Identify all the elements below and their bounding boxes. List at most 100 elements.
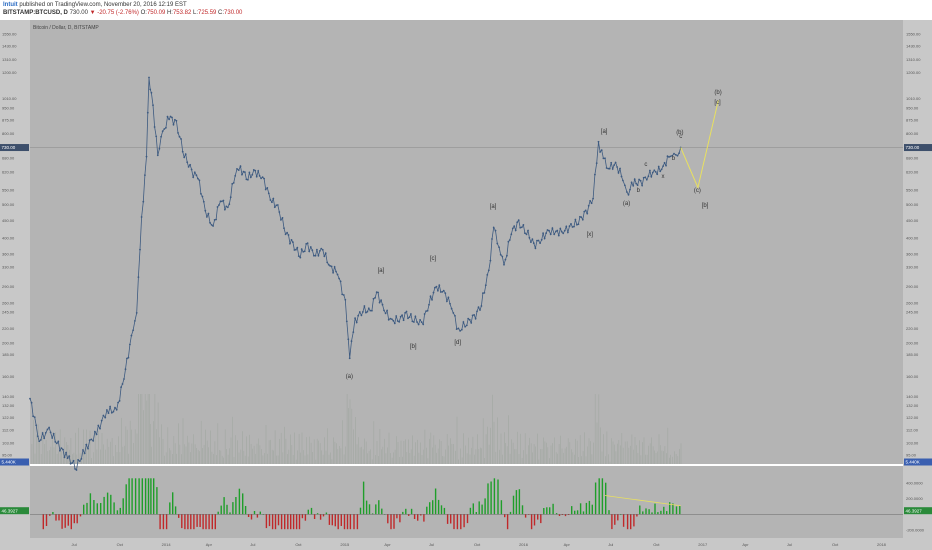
price-point bbox=[352, 331, 355, 333]
price-point bbox=[510, 233, 513, 236]
price-point bbox=[332, 271, 334, 274]
price-point bbox=[43, 437, 46, 440]
histogram-bar bbox=[211, 514, 213, 530]
price-point bbox=[85, 443, 88, 446]
price-point bbox=[483, 292, 486, 294]
price-point bbox=[283, 227, 285, 230]
volume-bar bbox=[588, 438, 590, 464]
price-point bbox=[249, 176, 252, 179]
histogram-bar bbox=[390, 514, 392, 530]
volume-bar bbox=[213, 453, 214, 464]
volume-bar bbox=[205, 429, 206, 464]
volume-bar bbox=[214, 441, 216, 464]
svg-text:5.440K: 5.440K bbox=[2, 460, 16, 465]
price-point bbox=[636, 184, 639, 187]
histogram-bar bbox=[579, 503, 582, 515]
price-point bbox=[446, 300, 448, 303]
volume-bar bbox=[399, 457, 400, 464]
price-point bbox=[149, 88, 152, 91]
histogram-bar bbox=[110, 494, 112, 515]
volume-bar bbox=[298, 433, 300, 464]
volume-bar bbox=[520, 433, 521, 464]
histogram-bar bbox=[429, 502, 431, 515]
price-point bbox=[226, 206, 229, 209]
volume-bar bbox=[119, 452, 121, 464]
price-point bbox=[635, 182, 638, 185]
time-tick-label: Jul bbox=[429, 542, 434, 547]
price-point bbox=[480, 305, 483, 307]
histogram-bar bbox=[478, 501, 480, 515]
volume-bar bbox=[88, 449, 89, 464]
volume-bar bbox=[203, 444, 205, 464]
histogram-bar bbox=[515, 490, 518, 515]
open-label: O: bbox=[140, 10, 147, 16]
price-point bbox=[622, 179, 624, 182]
volume-bar bbox=[508, 415, 509, 464]
price-point bbox=[366, 310, 369, 313]
volume-bar bbox=[669, 457, 670, 464]
price-point bbox=[610, 161, 613, 164]
histogram-bar bbox=[460, 514, 462, 530]
close-value-ohlc: 730.00 bbox=[224, 10, 243, 16]
volume-bar bbox=[230, 437, 232, 464]
volume-bar bbox=[388, 432, 390, 464]
volume-bar bbox=[182, 418, 184, 464]
price-point bbox=[92, 440, 95, 442]
histogram-bar bbox=[574, 510, 576, 515]
price-point bbox=[355, 321, 358, 324]
price-point bbox=[284, 233, 287, 236]
price-tick-label-right: 620.00 bbox=[906, 170, 919, 175]
price-point bbox=[242, 170, 245, 173]
left-price-axis bbox=[0, 20, 30, 538]
price-point bbox=[537, 239, 540, 242]
price-point bbox=[656, 173, 659, 176]
volume-bar bbox=[40, 454, 42, 464]
volume-bar bbox=[346, 394, 348, 464]
volume-bar bbox=[666, 453, 667, 464]
volume-bar bbox=[636, 445, 637, 464]
volume-bar bbox=[371, 459, 373, 464]
volume-bar bbox=[138, 394, 139, 464]
indicator-histogram bbox=[42, 478, 681, 530]
volume-bar bbox=[601, 451, 603, 464]
histogram-bar bbox=[487, 483, 489, 515]
price-point bbox=[293, 249, 296, 251]
price-point bbox=[479, 309, 481, 311]
volume-bar bbox=[100, 449, 101, 464]
volume-bar bbox=[612, 441, 614, 464]
volume-bar bbox=[654, 450, 655, 464]
price-point bbox=[570, 223, 572, 225]
histogram-bar bbox=[292, 514, 295, 530]
price-point bbox=[638, 178, 640, 181]
volume-bar bbox=[242, 431, 243, 464]
price-point bbox=[303, 250, 306, 253]
price-point bbox=[225, 205, 228, 208]
volume-bar bbox=[64, 437, 66, 464]
price-point bbox=[135, 312, 138, 314]
volume-bar bbox=[663, 451, 664, 464]
price-point bbox=[632, 184, 635, 187]
price-point bbox=[316, 248, 318, 251]
author-name[interactable]: Intuit bbox=[3, 2, 18, 8]
volume-bar bbox=[558, 444, 560, 464]
price-point bbox=[335, 270, 337, 273]
price-point bbox=[484, 284, 487, 287]
price-point bbox=[260, 177, 262, 180]
change-percent: (-2.76%) bbox=[115, 10, 139, 16]
price-point bbox=[492, 226, 495, 229]
price-point bbox=[222, 199, 225, 202]
histogram-bar bbox=[313, 514, 316, 519]
volume-bar bbox=[439, 439, 440, 464]
price-point bbox=[551, 227, 554, 230]
price-point bbox=[627, 193, 630, 196]
price-point bbox=[399, 315, 402, 318]
price-point bbox=[599, 151, 601, 153]
volume-bar bbox=[200, 420, 202, 464]
price-point bbox=[476, 310, 478, 313]
publish-info: published on TradingView.com, November 2… bbox=[19, 2, 187, 8]
price-point bbox=[49, 431, 52, 434]
price-point bbox=[534, 247, 537, 250]
histogram-bar bbox=[208, 514, 210, 530]
price-point bbox=[401, 314, 403, 317]
volume-bar bbox=[544, 441, 546, 464]
